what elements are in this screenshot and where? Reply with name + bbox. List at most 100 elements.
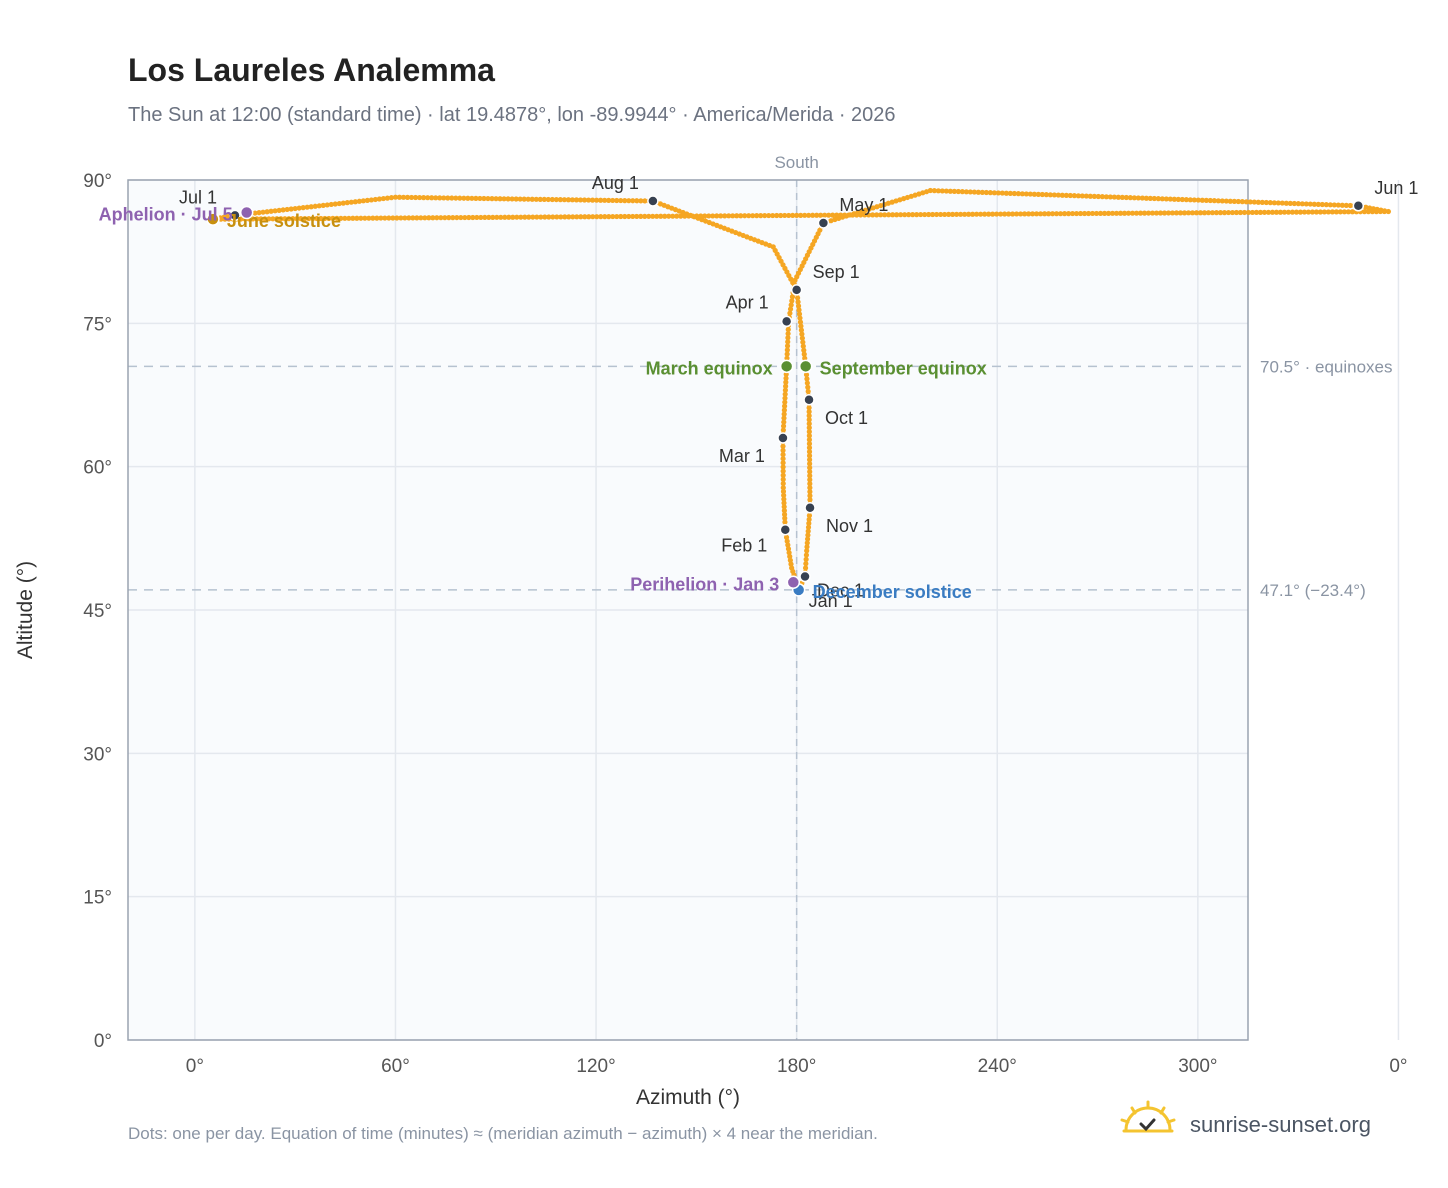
analemma-day-dot: [801, 347, 807, 353]
analemma-day-dot: [362, 215, 368, 221]
month-label: Mar 1: [719, 446, 765, 466]
analemma-day-dot: [770, 212, 776, 219]
analemma-day-dot: [346, 215, 352, 221]
analemma-day-dot: [606, 197, 612, 203]
analemma-day-dot: [784, 351, 790, 357]
analemma-day-dot: [806, 512, 813, 519]
analemma-day-dot: [400, 194, 407, 200]
analemma-day-dot: [890, 212, 896, 218]
analemma-day-dot: [322, 215, 328, 222]
x-tick-label: 0°: [186, 1056, 204, 1077]
analemma-day-dot: [614, 213, 620, 220]
analemma-day-dot: [822, 212, 828, 218]
analemma-day-dot: [1169, 210, 1176, 216]
x-tick-label: 240°: [978, 1056, 1017, 1077]
analemma-day-dot: [453, 195, 459, 201]
analemma-day-dot: [1215, 198, 1221, 204]
analemma-day-dot: [1175, 196, 1181, 202]
plot-frame: [127, 179, 1249, 1041]
analemma-day-dot: [1281, 209, 1288, 215]
analemma-day-dot: [1101, 210, 1108, 216]
event-marker: [786, 575, 801, 590]
analemma-day-dot: [1373, 209, 1380, 215]
analemma-day-dot: [1361, 209, 1368, 215]
event-label: Aphelion · Jul 5: [99, 204, 233, 224]
analemma-day-dot: [1109, 210, 1116, 216]
y-axis-title: Altitude (°): [14, 561, 37, 659]
analemma-day-dot: [1255, 199, 1261, 205]
analemma-day-dot: [795, 299, 801, 305]
analemma-day-dot: [542, 214, 548, 220]
analemma-day-dot: [726, 213, 732, 219]
analemma-day-dot: [910, 212, 916, 218]
reference-line-label: 70.5° · equinoxes: [1260, 357, 1393, 376]
analemma-day-dot: [1225, 209, 1232, 216]
analemma-day-dot: [278, 216, 284, 222]
analemma-day-dot: [650, 213, 656, 219]
analemma-day-dot: [930, 211, 936, 218]
analemma-day-dot: [784, 347, 790, 353]
analemma-day-dot: [1327, 202, 1333, 208]
analemma-day-dot: [490, 214, 496, 220]
analemma-day-dot: [805, 528, 811, 534]
analemma-day-dot: [802, 355, 808, 361]
analemma-day-dot: [1235, 198, 1241, 205]
analemma-day-dot: [987, 190, 993, 196]
analemma-day-dot: [254, 216, 260, 222]
y-tick-label: 15°: [83, 888, 112, 909]
analemma-day-dot: [961, 211, 968, 217]
analemma-day-dot: [807, 461, 813, 467]
analemma-day-dot: [634, 198, 640, 204]
reference-line-label: 47.1° (−23.4°): [1260, 581, 1366, 600]
analemma-day-dot: [798, 212, 804, 218]
analemma-day-dot: [642, 213, 648, 219]
analemma-day-dot: [574, 214, 580, 220]
analemma-day-dot: [781, 415, 787, 421]
analemma-day-dot: [1377, 208, 1384, 215]
analemma-day-dot: [1149, 210, 1156, 216]
analemma-day-dot: [807, 477, 813, 483]
analemma-day-dot: [1251, 199, 1257, 205]
event-label: September equinox: [820, 358, 987, 378]
analemma-day-dot: [1017, 211, 1024, 217]
analemma-day-dot: [806, 429, 812, 435]
analemma-day-dot: [806, 433, 812, 439]
analemma-day-dot: [1315, 201, 1321, 207]
y-tick-label: 90°: [83, 171, 112, 192]
analemma-day-dot: [300, 205, 306, 211]
month-marker: [799, 570, 811, 583]
analemma-day-dot: [794, 212, 800, 218]
analemma-day-dot: [790, 212, 796, 219]
analemma-day-dot: [569, 197, 576, 203]
analemma-day-dot: [630, 198, 636, 204]
analemma-day-dot: [906, 212, 912, 218]
analemma-day-dot: [1001, 211, 1008, 217]
analemma-day-dot: [1325, 209, 1332, 215]
analemma-day-dot: [870, 212, 876, 218]
analemma-day-dot: [380, 195, 387, 202]
brand[interactable]: sunrise-sunset.org: [1120, 1100, 1400, 1148]
analemma-day-dot: [1145, 210, 1152, 216]
analemma-day-dot: [1003, 190, 1009, 196]
analemma-day-dot: [1091, 193, 1097, 199]
analemma-day-dot: [1385, 208, 1392, 215]
analemma-day-dot: [1155, 196, 1161, 202]
analemma-day-dot: [594, 214, 600, 220]
month-label: Jun 1: [1374, 178, 1418, 198]
analemma-day-dot: [438, 215, 444, 221]
analemma-day-dot: [782, 515, 788, 521]
analemma-day-dot: [366, 215, 372, 221]
analemma-day-dot: [922, 211, 928, 218]
analemma-day-dot: [1191, 197, 1197, 203]
analemma-day-dot: [642, 198, 648, 204]
analemma-day-dot: [477, 195, 483, 202]
analemma-day-dot: [795, 295, 801, 301]
analemma-day-dot: [376, 196, 383, 202]
analemma-day-dot: [806, 421, 812, 427]
analemma-day-dot: [834, 212, 840, 218]
analemma-day-dot: [1311, 201, 1317, 207]
analemma-day-dot: [1157, 210, 1164, 216]
analemma-day-dot: [470, 214, 476, 221]
analemma-day-dot: [780, 427, 786, 433]
analemma-day-dot: [558, 214, 564, 220]
